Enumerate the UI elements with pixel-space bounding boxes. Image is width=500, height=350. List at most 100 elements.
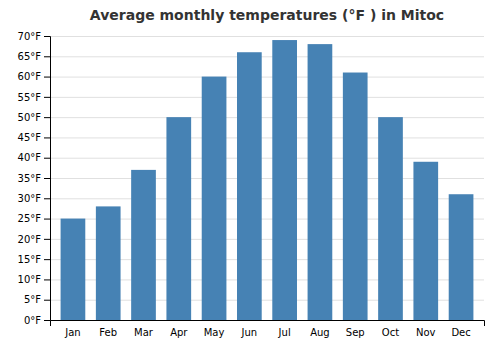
x-tick: Dec [451,327,470,338]
y-tick-mark [44,178,50,179]
y-tick: 50°F [18,112,50,123]
grid-line [50,97,484,98]
y-tick-mark [44,259,50,260]
grid-tick [50,36,484,37]
bar [343,73,368,320]
y-tick-label: 60°F [18,71,42,82]
x-tick-label: Apr [170,327,188,338]
y-tick-label: 40°F [18,152,42,163]
y-tick-label: 25°F [18,213,42,224]
bar [96,206,121,320]
x-tick-label: Mar [134,327,154,338]
bar [413,162,438,320]
x-tick: Sep [346,327,365,338]
y-tick-mark [44,239,50,240]
y-tick-mark [44,158,50,159]
bar [131,170,156,320]
y-tick: 45°F [18,132,50,143]
y-tick-label: 30°F [18,193,42,204]
y-tick-label: 50°F [18,112,42,123]
y-tick: 55°F [18,92,50,103]
grid-tick [50,56,484,57]
bar [166,117,191,320]
x-axis-line [51,321,485,327]
y-tick-label: 15°F [18,254,42,265]
x-tick-label: Nov [416,327,436,338]
y-axis-line [44,37,51,321]
grid-tick [50,158,484,159]
grid [50,37,484,321]
x-tick: Feb [99,327,117,338]
y-tick-label: 55°F [18,92,42,103]
y-tick-label: 5°F [24,294,41,305]
grid-tick [50,77,484,78]
grid-tick [50,117,484,118]
y-tick: 40°F [18,152,50,163]
x-tick: Jul [278,327,291,338]
y-tick-mark [44,320,50,321]
bar [202,77,227,320]
x-tick: Jun [241,327,258,338]
bar [378,117,403,320]
y-tick-mark [44,117,50,118]
plot-area [61,40,474,320]
y-tick: 30°F [18,193,50,204]
y-tick-mark [44,77,50,78]
x-tick-label: Feb [99,327,117,338]
grid-line [50,36,484,37]
x-tick: Aug [310,327,330,338]
y-tick: 15°F [18,254,50,265]
bar [272,40,297,320]
y-tick-mark [44,279,50,280]
y-tick-mark [44,300,50,301]
x-tick: Apr [170,327,188,338]
y-tick-mark [44,56,50,57]
y-tick: 0°F [24,315,50,326]
bar [308,44,333,320]
bar [237,52,262,320]
y-tick-mark [44,36,50,37]
y-tick-label: 10°F [18,274,42,285]
grid-line [50,158,484,159]
chart: 0°F 5°F 10°F 15°F 20°F 25°F 30°F 35°F 40°F 45°F 50… [0,0,500,350]
y-axis: 0°F 5°F 10°F 15°F 20°F 25°F 30°F 35°F 40°F 45°F 50… [18,31,51,326]
grid-tick [50,97,484,98]
bar [61,219,86,320]
grid-line [50,137,484,138]
y-tick-label: 70°F [18,31,42,42]
y-tick-mark [44,97,50,98]
x-tick: Jan [64,327,80,338]
x-tick-label: Oct [382,327,399,338]
y-tick-label: 35°F [18,173,42,184]
x-tick-label: Jun [241,327,258,338]
y-tick-label: 45°F [18,132,42,143]
y-tick: 70°F [18,31,50,42]
y-tick: 5°F [24,294,50,305]
y-tick: 20°F [18,234,50,245]
x-tick: Nov [416,327,436,338]
y-tick: 35°F [18,173,50,184]
x-tick-label: Jan [64,327,80,338]
x-tick: Mar [134,327,154,338]
x-tick-label: Sep [346,327,365,338]
grid-tick [50,137,484,138]
title: Average monthly temperatures (°F ) in Mi… [90,7,444,23]
grid-line [50,56,484,57]
y-tick-label: 0°F [24,315,41,326]
y-tick: 25°F [18,213,50,224]
bar [449,194,474,320]
grid-line [50,117,484,118]
y-tick: 65°F [18,51,50,62]
y-tick-mark [44,137,50,138]
x-tick: May [204,327,225,338]
y-tick-mark [44,219,50,220]
x-tick-label: Dec [451,327,470,338]
y-tick: 10°F [18,274,50,285]
y-tick-label: 20°F [18,234,42,245]
y-tick-label: 65°F [18,51,42,62]
x-tick-label: Aug [310,327,330,338]
y-tick-mark [44,198,50,199]
x-tick-label: May [204,327,225,338]
y-tick: 60°F [18,71,50,82]
grid-line [50,77,484,78]
